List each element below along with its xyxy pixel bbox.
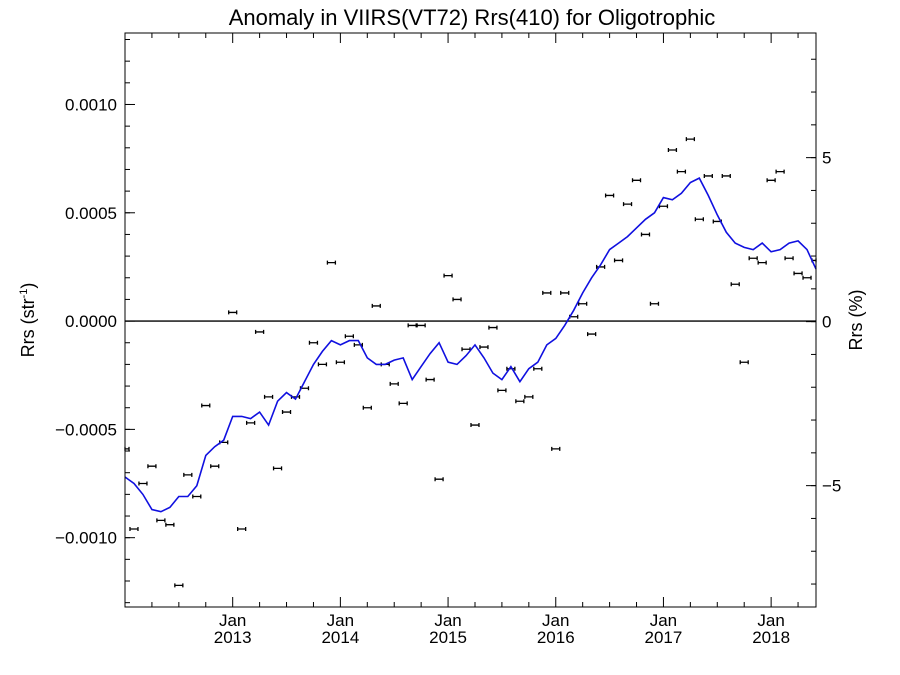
x-tick-label-year: 2013 — [214, 628, 252, 647]
data-point — [263, 394, 274, 399]
y-tick-label-left: −0.0010 — [55, 529, 117, 548]
data-point — [237, 527, 247, 532]
data-point — [174, 583, 184, 588]
x-tick-label-year: 2016 — [537, 628, 575, 647]
data-point — [595, 264, 606, 269]
data-point — [721, 173, 731, 178]
data-point — [470, 423, 480, 428]
data-point — [165, 522, 175, 527]
data-point — [147, 464, 157, 469]
data-point — [685, 137, 696, 142]
data-point — [245, 420, 256, 425]
data-point — [228, 310, 238, 315]
data-point — [192, 494, 202, 499]
data-point — [694, 217, 704, 222]
data-point — [793, 271, 803, 276]
data-point — [210, 464, 220, 469]
data-point — [622, 202, 633, 207]
data-point — [362, 405, 372, 410]
data-point — [201, 403, 211, 408]
data-point — [416, 323, 426, 328]
plot-area: 0.00100.00050.0000−0.0005−0.001050−5Jan2… — [55, 33, 841, 647]
y-tick-label-left: 0.0000 — [65, 312, 117, 331]
y-tick-label-right: −5 — [822, 477, 841, 496]
data-point — [443, 273, 453, 278]
y-axis-left-label: Rrs (str-1) — [18, 283, 38, 358]
data-point — [658, 204, 669, 209]
data-point — [254, 329, 265, 334]
data-point — [631, 178, 642, 183]
y-tick-label-left: −0.0005 — [55, 420, 117, 439]
data-point — [138, 481, 148, 486]
data-point — [730, 282, 740, 287]
data-point — [156, 518, 166, 523]
data-point — [488, 325, 498, 330]
data-point — [640, 232, 651, 237]
x-tick-label-year: 2015 — [429, 628, 467, 647]
trend-line — [124, 177, 817, 513]
data-point — [533, 366, 543, 371]
data-point — [497, 388, 507, 393]
y-tick-label-left: 0.0005 — [65, 204, 117, 223]
data-point — [317, 362, 328, 367]
data-point — [515, 399, 525, 404]
plot-frame — [124, 32, 817, 608]
data-point — [775, 169, 785, 174]
data-point — [371, 303, 381, 308]
data-point — [425, 377, 435, 382]
data-point — [461, 347, 471, 352]
data-point — [124, 446, 130, 451]
data-point — [506, 366, 516, 371]
data-point — [434, 477, 444, 482]
data-point — [757, 260, 767, 265]
x-tick-label-month: Jan — [219, 611, 246, 630]
data-point — [308, 340, 319, 345]
data-point — [551, 446, 561, 451]
data-point — [613, 258, 624, 263]
x-tick-label-month: Jan — [327, 611, 354, 630]
x-tick-label-month: Jan — [650, 611, 677, 630]
data-point — [703, 173, 713, 178]
data-point — [398, 401, 408, 406]
data-point — [604, 193, 615, 198]
data-point — [667, 147, 678, 152]
data-point — [524, 394, 534, 399]
data-point — [578, 301, 588, 306]
data-point — [748, 256, 758, 261]
data-point — [766, 178, 776, 183]
data-point — [344, 334, 355, 339]
y-tick-label-left: 0.0010 — [65, 95, 117, 114]
x-tick-label-year: 2018 — [752, 628, 790, 647]
chart-title: Anomaly in VIIRS(VT72) Rrs(410) for Olig… — [229, 5, 716, 30]
data-point — [407, 323, 417, 328]
data-point — [129, 527, 139, 532]
x-tick-label-month: Jan — [542, 611, 569, 630]
x-tick-label-year: 2017 — [645, 628, 683, 647]
data-point — [676, 169, 687, 174]
data-point — [389, 381, 399, 386]
y-tick-label-right: 0 — [822, 313, 831, 332]
data-point — [479, 345, 489, 350]
data-point — [281, 410, 292, 415]
y-tick-label-right: 5 — [822, 149, 831, 168]
data-point — [326, 260, 337, 265]
data-point — [560, 290, 570, 295]
data-point — [272, 466, 283, 471]
x-tick-label-year: 2014 — [321, 628, 359, 647]
data-point — [542, 290, 552, 295]
data-point — [183, 472, 193, 477]
data-point — [739, 360, 749, 365]
data-point — [802, 275, 812, 280]
x-tick-label-month: Jan — [434, 611, 461, 630]
data-point — [335, 360, 346, 365]
x-tick-label-month: Jan — [757, 611, 784, 630]
data-point — [452, 297, 462, 302]
data-point — [649, 301, 660, 306]
y-axis-right-label: Rrs (%) — [846, 290, 866, 351]
data-point — [784, 256, 794, 261]
data-point — [586, 332, 597, 337]
